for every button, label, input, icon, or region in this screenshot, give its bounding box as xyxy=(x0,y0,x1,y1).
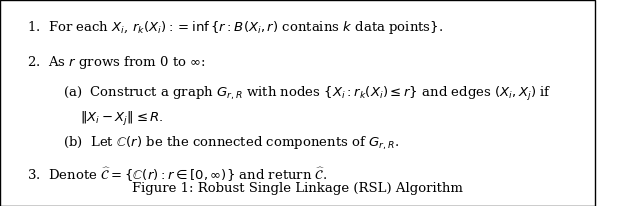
Text: (a)  Construct a graph $G_{r,R}$ with nodes $\{X_i : r_k(X_i) \leq r\}$ and edge: (a) Construct a graph $G_{r,R}$ with nod… xyxy=(63,85,551,103)
Text: 2.  As $r$ grows from 0 to $\infty$:: 2. As $r$ grows from 0 to $\infty$: xyxy=(27,54,205,71)
Text: (b)  Let $\mathbb{C}(r)$ be the connected components of $G_{r,R}$.: (b) Let $\mathbb{C}(r)$ be the connected… xyxy=(63,135,399,152)
Text: $\|X_i - X_j\| \leq R.$: $\|X_i - X_j\| \leq R.$ xyxy=(81,110,164,128)
Text: 3.  Denote $\widehat{\mathcal{C}} = \{\mathbb{C}(r) : r \in [0, \infty)\}$ and r: 3. Denote $\widehat{\mathcal{C}} = \{\ma… xyxy=(27,166,327,184)
Text: 1.  For each $X_i$, $r_k(X_i) := \inf\{r : B(X_i, r)$ contains $k$ data points$\: 1. For each $X_i$, $r_k(X_i) := \inf\{r … xyxy=(27,19,443,36)
Text: Figure 1: Robust Single Linkage (RSL) Algorithm: Figure 1: Robust Single Linkage (RSL) Al… xyxy=(132,182,463,195)
